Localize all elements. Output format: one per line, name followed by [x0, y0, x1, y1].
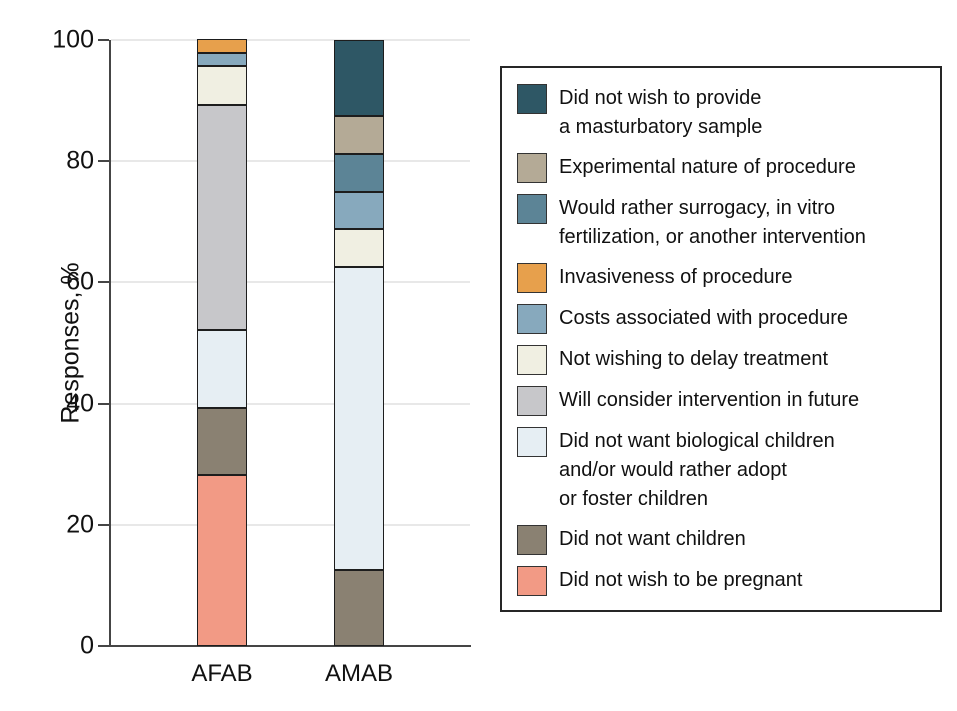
legend-label-line: Not wishing to delay treatment [559, 348, 829, 370]
y-axis-line [109, 40, 111, 647]
bar-segment [334, 229, 384, 268]
legend-label: Costs associated with procedure [559, 304, 848, 333]
legend-item: Did not wish to be pregnant [517, 566, 932, 596]
legend-label: Would rather surrogacy, in vitro fertiliz… [559, 194, 866, 252]
bar-segment [334, 115, 384, 154]
bar-segment [334, 153, 384, 192]
bar-segment [197, 408, 247, 475]
legend-color-swatch [517, 386, 547, 416]
y-tick-label: 80 [66, 146, 94, 175]
legend-item: Will consider intervention in future [517, 386, 932, 416]
bar-segment [197, 52, 247, 67]
bar-segment [334, 40, 384, 116]
legend-label-line: Experimental nature of procedure [559, 156, 856, 178]
y-tick-label: 0 [80, 631, 94, 660]
y-tick [98, 523, 109, 526]
legend-label: Invasiveness of procedure [559, 263, 792, 292]
legend-item: Costs associated with procedure [517, 304, 932, 334]
y-tick-label: 100 [52, 25, 94, 54]
legend-color-swatch [517, 263, 547, 293]
y-gridline [111, 523, 470, 526]
legend-item: Would rather surrogacy, in vitro fertiliz… [517, 194, 932, 252]
bar-amab [334, 40, 384, 646]
bar-segment [334, 191, 384, 230]
legend-label-line: Did not wish to provide [559, 87, 762, 109]
legend-label: Did not wish to be pregnant [559, 566, 803, 595]
legend-label-line: or foster children [559, 488, 708, 510]
x-axis-line [109, 645, 471, 647]
legend-item: Invasiveness of procedure [517, 263, 932, 293]
legend-color-swatch [517, 566, 547, 596]
legend-label: Did not wish to provide a masturbatory sa… [559, 84, 762, 142]
legend-label-line: fertilization, or another intervention [559, 226, 866, 248]
legend-color-swatch [517, 84, 547, 114]
legend-label-line: Invasiveness of procedure [559, 266, 793, 288]
y-tick [98, 160, 109, 163]
legend-color-swatch [517, 304, 547, 334]
bar-segment [197, 105, 247, 330]
legend-color-swatch [517, 345, 547, 375]
legend: Did not wish to provide a masturbatory sa… [500, 66, 942, 612]
legend-label-line: Will consider intervention in future [559, 389, 860, 411]
bar-segment [334, 570, 384, 646]
legend-label-line: Costs associated with procedure [559, 307, 849, 329]
legend-item: Experimental nature of procedure [517, 153, 932, 183]
bar-segment [197, 329, 247, 409]
y-tick-label: 20 [66, 510, 94, 539]
bar-segment [197, 474, 247, 646]
legend-item: Not wishing to delay treatment [517, 345, 932, 375]
legend-item: Did not wish to provide a masturbatory sa… [517, 84, 932, 142]
legend-label-line: and/or would rather adopt [559, 459, 787, 481]
bar-afab [197, 39, 247, 646]
legend-color-swatch [517, 525, 547, 555]
y-gridline [111, 39, 470, 41]
legend-label: Did not want biological children and/or w… [559, 427, 835, 514]
legend-item: Did not want children [517, 525, 932, 555]
x-category-label: AMAB [324, 660, 393, 687]
y-tick-label: 60 [66, 267, 94, 296]
y-gridline [111, 160, 470, 163]
bar-segment [197, 66, 247, 106]
y-tick [98, 645, 109, 647]
legend-item: Did not want biological children and/or w… [517, 427, 932, 514]
y-tick [98, 281, 109, 284]
bar-segment [334, 267, 384, 571]
legend-color-swatch [517, 194, 547, 224]
legend-label: Did not want children [559, 525, 746, 554]
bar-segment [197, 39, 247, 53]
legend-label: Experimental nature of procedure [559, 153, 856, 182]
y-gridline [111, 402, 470, 405]
y-gridline [111, 281, 470, 284]
legend-label-line: a masturbatory sample [559, 116, 763, 138]
y-tick [98, 402, 109, 405]
legend-label-line: Did not want children [559, 528, 746, 550]
legend-label-line: Did not want biological children [559, 430, 835, 452]
y-tick [98, 39, 109, 41]
x-category-label: AFAB [191, 660, 253, 687]
legend-label: Not wishing to delay treatment [559, 345, 828, 374]
legend-label-line: Would rather surrogacy, in vitro [559, 197, 836, 219]
legend-color-swatch [517, 427, 547, 457]
legend-label-line: Did not wish to be pregnant [559, 569, 803, 591]
legend-color-swatch [517, 153, 547, 183]
legend-label: Will consider intervention in future [559, 386, 859, 415]
y-tick-label: 40 [66, 389, 94, 418]
